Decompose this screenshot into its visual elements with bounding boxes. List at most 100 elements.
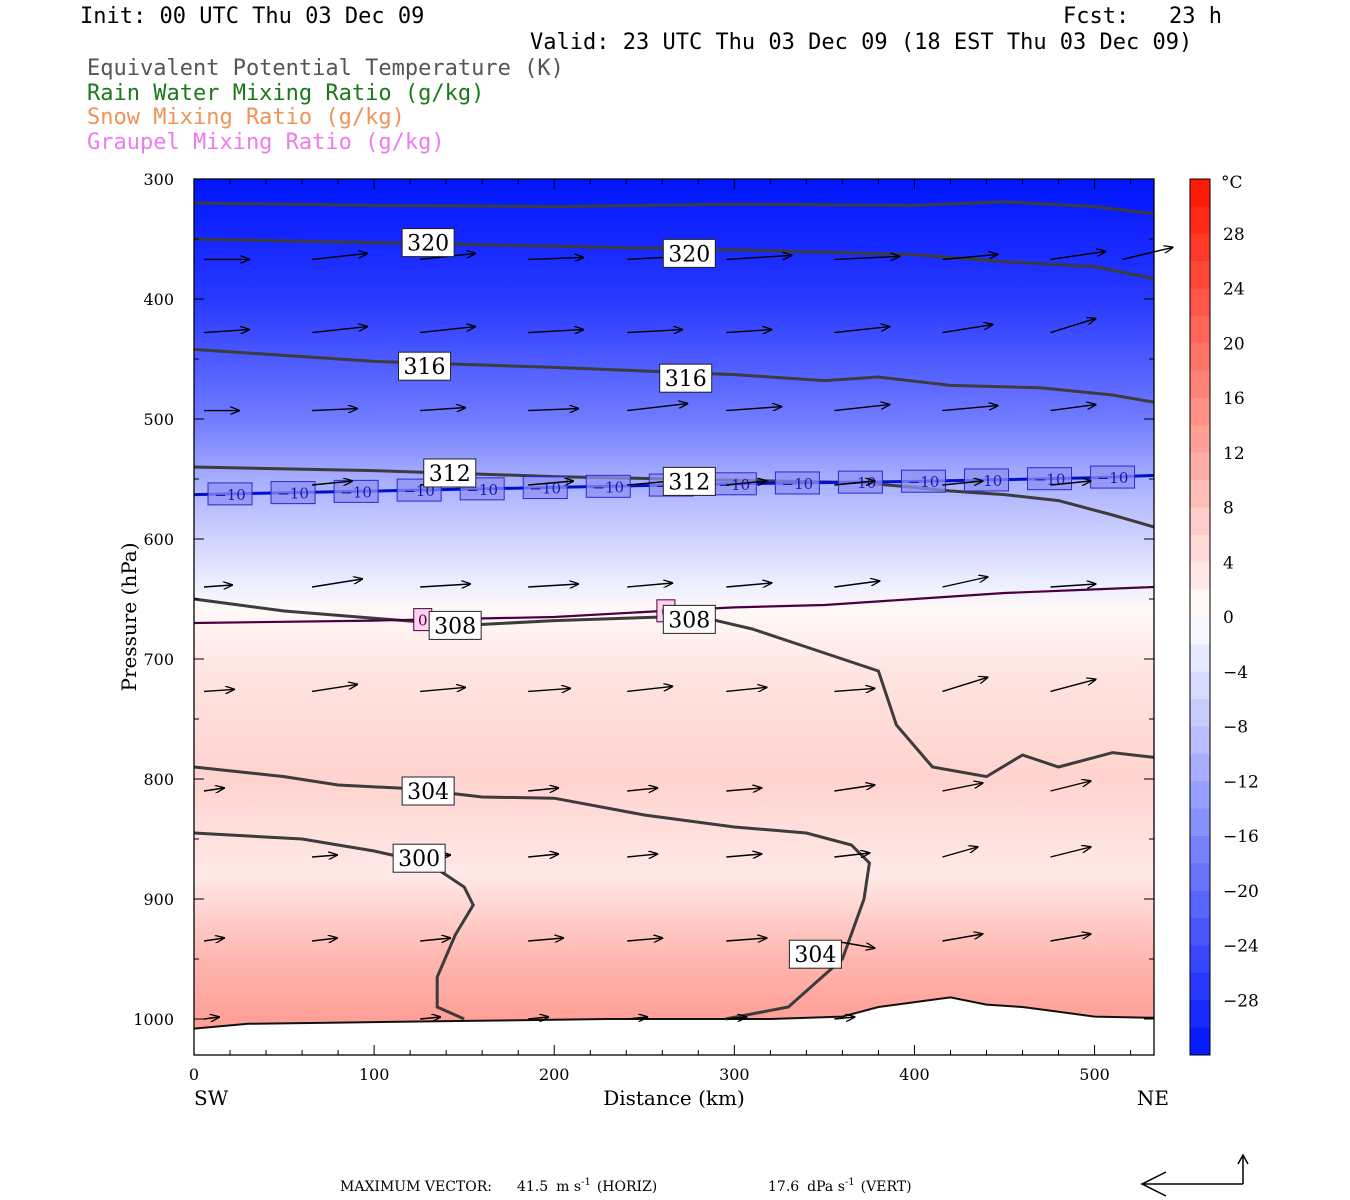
- colorbar-segment: [1190, 617, 1210, 645]
- wind-vector: [627, 686, 672, 693]
- wind-vector: [528, 409, 578, 411]
- isotherm-minus10-label-box: [585, 474, 631, 498]
- isotherm-minus10-label-box: [774, 471, 820, 495]
- wind-vector: [942, 325, 992, 334]
- wind-vector: [726, 788, 761, 791]
- theta-e-label-box: [401, 776, 455, 806]
- y-axis-title: Pressure (hPa): [117, 543, 141, 692]
- colorbar-segment: [1190, 945, 1210, 974]
- wind-vector: [726, 687, 766, 691]
- wind-vector: [834, 327, 889, 334]
- wind-vector: [203, 788, 224, 791]
- wind-vector: [834, 853, 869, 857]
- isotherm-minus10-label: −10: [340, 483, 372, 501]
- y-tick-label: 300: [143, 170, 174, 189]
- wind-vector: [942, 783, 982, 792]
- wind-vector: [834, 688, 874, 691]
- field-legend-entry: Equivalent Potential Temperature (K): [87, 56, 564, 81]
- colorbar-tick-label: −8: [1223, 718, 1248, 738]
- wind-vector: [528, 938, 563, 941]
- theta-e-label-box: [662, 238, 716, 268]
- colorbar-tick-label: 12: [1223, 444, 1245, 464]
- y-tick-label: 400: [143, 290, 174, 309]
- colorbar-segment: [1190, 1027, 1210, 1056]
- x-tick-label: 100: [359, 1065, 390, 1084]
- wind-vector: [726, 1017, 746, 1019]
- colorbar-segment: [1190, 1000, 1210, 1029]
- wind-vector: [726, 407, 781, 412]
- wind-vector: [627, 583, 672, 587]
- colorbar-segment: [1190, 179, 1210, 207]
- wind-vector: [203, 585, 232, 587]
- wind-vector: [834, 256, 899, 259]
- isotherm-minus10-label-box: [1090, 465, 1136, 489]
- field-legend-entry: Snow Mixing Ratio (g/kg): [87, 105, 405, 130]
- valid-time: Valid: 23 UTC Thu 03 Dec 09 (18 EST Thu …: [530, 30, 1193, 55]
- theta-e-label-box: [401, 228, 455, 258]
- wind-vector: [726, 255, 791, 261]
- wind-vector: [311, 684, 357, 693]
- colorbar-tick-label: −24: [1223, 937, 1259, 957]
- max-horiz-vector-arrowhead: [1140, 1171, 1167, 1197]
- colorbar-segment: [1190, 972, 1210, 1001]
- terrain-surface-line: [193, 996, 1155, 1030]
- field-legend-entry: Graupel Mixing Ratio (g/kg): [87, 129, 445, 155]
- theta-e-label: 304: [407, 780, 449, 805]
- wind-vector: [311, 938, 337, 941]
- isotherm-minus10-label-box: [900, 469, 946, 493]
- wind-vector: [1050, 481, 1091, 485]
- y-tick-label: 1000: [133, 1010, 174, 1029]
- wind-vector: [627, 404, 687, 412]
- colorbar-segment: [1190, 808, 1210, 837]
- wind-vector: [726, 330, 771, 333]
- wind-vector: [311, 327, 367, 334]
- wind-vector: [726, 938, 766, 941]
- wind-vector: [1050, 584, 1096, 587]
- terrain-mask: [194, 997, 1154, 1055]
- theta-e-label-box: [428, 610, 482, 640]
- colorbar-segment: [1190, 398, 1210, 426]
- wind-vector: [834, 581, 879, 588]
- wind-vector: [942, 677, 987, 693]
- theta-e-label: 312: [429, 462, 471, 487]
- wind-vector: [1122, 247, 1173, 261]
- wind-vector: [528, 330, 583, 333]
- theta-e-label: 300: [398, 847, 440, 872]
- colorbar-segment: [1190, 726, 1210, 755]
- theta-e-contour: [193, 765, 871, 1021]
- colorbar-segment: [1190, 425, 1210, 454]
- theta-e-label: 312: [668, 470, 710, 495]
- colorbar-segment: [1190, 644, 1210, 673]
- wind-vector: [627, 938, 662, 941]
- plot-frame: [193, 178, 1155, 1056]
- wind-vector: [1050, 781, 1091, 792]
- colorbar-segment: [1190, 781, 1210, 810]
- wind-vector: [834, 785, 874, 792]
- wind-vector: [627, 854, 657, 857]
- wind-vector: [942, 481, 982, 485]
- colorbar-frame: [1189, 178, 1211, 1056]
- theta-e-label: 320: [668, 242, 710, 267]
- colorbar-segment: [1190, 890, 1210, 919]
- wind-vector: [1050, 405, 1096, 412]
- left-end-label: SW: [194, 1086, 229, 1110]
- isotherm-minus10-label: −10: [908, 473, 940, 491]
- y-tick-label: 700: [143, 650, 174, 669]
- wind-vector: [942, 254, 997, 261]
- wind-vector: [942, 934, 982, 942]
- y-tick-label: 800: [143, 770, 174, 789]
- wind-vector: [726, 854, 761, 857]
- wind-vector: [834, 481, 874, 485]
- colorbar-tick-label: −16: [1223, 827, 1259, 847]
- y-tick-label: 900: [143, 890, 174, 909]
- wind-vector: [942, 406, 997, 412]
- x-axis-title: Distance (km): [603, 1086, 745, 1110]
- isotherm-minus10-label: −10: [214, 486, 246, 504]
- isotherm-minus10-label-box: [207, 482, 253, 506]
- x-tick-label: 200: [539, 1065, 570, 1084]
- isotherm-minus10-label: −10: [971, 472, 1003, 490]
- wind-vector: [528, 788, 558, 791]
- colorbar-tick-label: 16: [1223, 389, 1245, 409]
- wind-vector: [942, 577, 987, 588]
- theta-e-label: 304: [794, 943, 836, 968]
